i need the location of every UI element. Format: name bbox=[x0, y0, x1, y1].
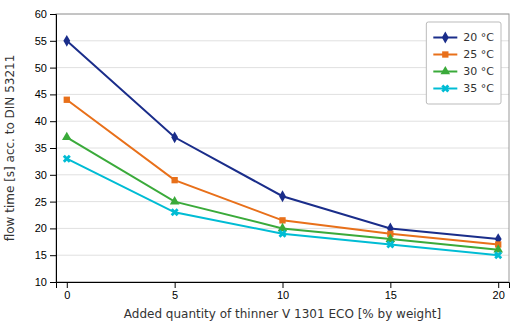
plot: 0 5 10 15 20 10 15 20 25 30 35 40 45 50 55 60 20 °C 25 °C… bbox=[35, 8, 510, 301]
grid-line bbox=[56, 255, 509, 256]
marker bbox=[279, 190, 286, 202]
marker bbox=[63, 35, 70, 47]
tick-label: 10 bbox=[35, 276, 47, 288]
legend-label: 35 °C bbox=[463, 82, 494, 95]
legend-label: 25 °C bbox=[463, 48, 494, 61]
tick-label: 50 bbox=[35, 62, 47, 74]
tick-label: 60 bbox=[35, 8, 47, 20]
x-axis: 0 5 10 15 20 bbox=[57, 282, 510, 301]
tick-mark bbox=[50, 148, 56, 149]
tick-label: 45 bbox=[35, 88, 47, 100]
tick-mark bbox=[50, 121, 56, 122]
plot-frame bbox=[56, 14, 509, 282]
legend-swatch-marker bbox=[441, 66, 451, 74]
tick-mark bbox=[50, 14, 56, 15]
tick: 25 bbox=[35, 196, 56, 208]
marker bbox=[62, 132, 72, 140]
tick-label: 5 bbox=[172, 289, 178, 301]
tick: 10 bbox=[277, 282, 289, 301]
tick: 15 bbox=[35, 249, 56, 261]
marker bbox=[171, 177, 177, 183]
tick-mark bbox=[175, 282, 176, 288]
legend-label: 30 °C bbox=[463, 65, 494, 78]
marker bbox=[384, 238, 396, 250]
tick: 30 bbox=[35, 169, 56, 181]
marker bbox=[276, 228, 288, 240]
grid bbox=[56, 14, 509, 282]
tick-label: 55 bbox=[35, 35, 47, 47]
chart: 0 5 10 15 20 10 15 20 25 30 35 40 45 50 55 60 20 °C 25 °C… bbox=[0, 0, 523, 326]
marker bbox=[64, 97, 70, 103]
tick: 20 bbox=[35, 222, 56, 234]
grid-line bbox=[56, 174, 509, 175]
line bbox=[67, 100, 498, 245]
grid-line bbox=[56, 121, 509, 122]
axis-line bbox=[57, 283, 510, 289]
marker bbox=[61, 153, 73, 165]
tick: 40 bbox=[35, 115, 56, 127]
tick: 15 bbox=[385, 282, 397, 301]
y-axis-title: flow time [s] acc. to DIN 53211 bbox=[3, 55, 17, 242]
marker bbox=[386, 234, 396, 242]
tick-mark bbox=[283, 282, 284, 288]
tick-label: 10 bbox=[277, 289, 289, 301]
tick: 20 bbox=[493, 282, 505, 301]
tick-label: 15 bbox=[35, 249, 47, 261]
tick-label: 30 bbox=[35, 169, 47, 181]
legend-item: 35 °C bbox=[433, 82, 494, 95]
grid-line bbox=[56, 148, 509, 149]
tick-mark bbox=[50, 175, 56, 176]
tick-label: 0 bbox=[64, 289, 70, 301]
legend-swatch-marker bbox=[442, 51, 448, 57]
legend: 20 °C 25 °C 30 °C 35 °C bbox=[426, 22, 501, 104]
marker bbox=[170, 196, 180, 204]
marker bbox=[493, 244, 503, 252]
tick: 0 bbox=[64, 282, 70, 301]
marker bbox=[171, 131, 178, 143]
tick-label: 35 bbox=[35, 142, 47, 154]
marker bbox=[278, 223, 288, 231]
tick-mark bbox=[50, 202, 56, 203]
tick-label: 20 bbox=[35, 222, 47, 234]
tick-label: 25 bbox=[35, 196, 47, 208]
tick-label: 15 bbox=[385, 289, 397, 301]
tick-label: 40 bbox=[35, 115, 47, 127]
tick-label: 20 bbox=[493, 289, 505, 301]
tick-mark bbox=[50, 68, 56, 69]
legend-swatch-marker bbox=[439, 82, 451, 94]
tick-mark bbox=[50, 94, 56, 95]
legend-label: 20 °C bbox=[463, 31, 494, 44]
tick-mark bbox=[498, 282, 499, 288]
tick: 50 bbox=[35, 62, 56, 74]
series bbox=[64, 97, 502, 248]
tick-mark bbox=[50, 282, 56, 283]
marker bbox=[279, 217, 285, 223]
marker bbox=[169, 206, 181, 218]
axis-line bbox=[50, 15, 57, 283]
legend-swatch-marker bbox=[442, 32, 449, 44]
legend-box bbox=[426, 22, 501, 104]
x-axis-title: Added quantity of thinner V 1301 ECO [% … bbox=[124, 307, 441, 321]
line bbox=[67, 137, 498, 250]
series bbox=[62, 132, 503, 253]
tick: 45 bbox=[35, 88, 56, 100]
legend-item: 20 °C bbox=[433, 31, 494, 44]
line bbox=[67, 159, 498, 255]
line bbox=[67, 41, 498, 239]
legend-item: 25 °C bbox=[433, 48, 494, 61]
series bbox=[61, 153, 504, 261]
tick: 5 bbox=[172, 282, 178, 301]
tick: 10 bbox=[35, 276, 56, 288]
y-axis: 10 15 20 25 30 35 40 45 50 55 60 bbox=[35, 8, 57, 288]
tick: 60 bbox=[35, 8, 56, 20]
tick-mark bbox=[50, 228, 56, 229]
tick: 55 bbox=[35, 35, 56, 47]
tick-mark bbox=[390, 282, 391, 288]
tick-mark bbox=[50, 255, 56, 256]
tick-mark bbox=[50, 41, 56, 42]
tick-mark bbox=[67, 282, 68, 288]
tick: 35 bbox=[35, 142, 56, 154]
marker bbox=[492, 249, 504, 261]
legend-item: 30 °C bbox=[433, 65, 494, 78]
